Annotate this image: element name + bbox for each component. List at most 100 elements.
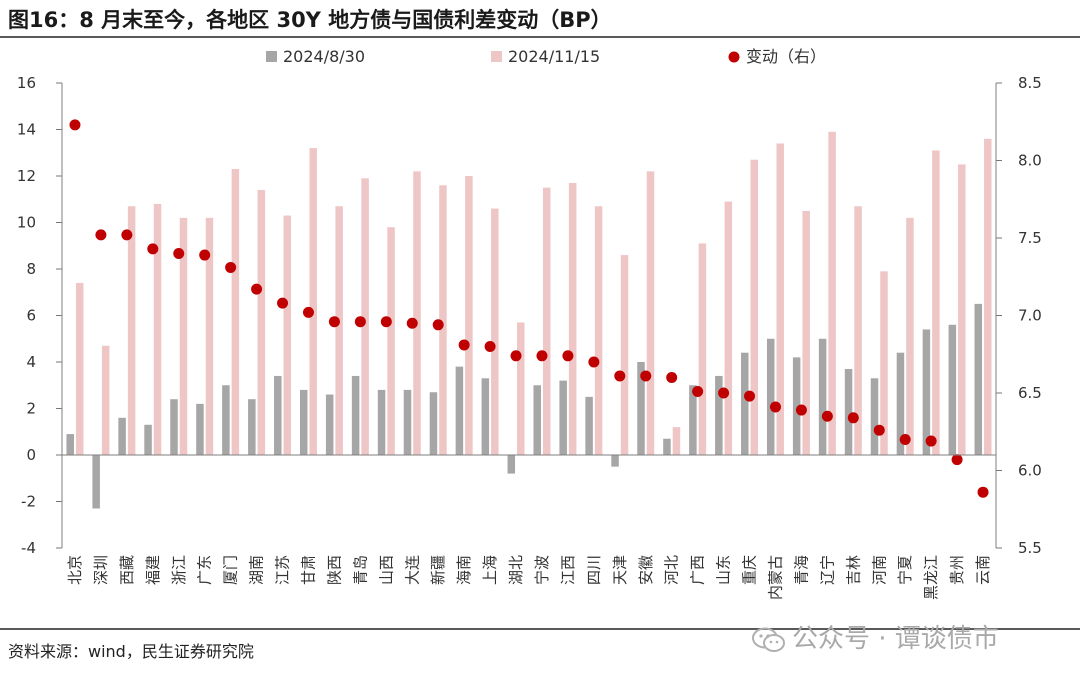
bar-2024-8-30 xyxy=(533,385,541,455)
bar-2024-11-15 xyxy=(880,271,888,455)
bar-2024-11-15 xyxy=(802,210,810,455)
bar-2024-11-15 xyxy=(127,206,136,455)
bar-2024-8-30 xyxy=(948,324,957,455)
left-y-axis: -4 -2 0 2 4 6 8 10 12 14 16 xyxy=(17,74,62,557)
bar-2024-8-30 xyxy=(585,396,593,455)
series-2024-11-15-bars xyxy=(75,131,992,456)
category-label: 大连 xyxy=(403,555,421,585)
bar-2024-8-30 xyxy=(611,455,619,467)
legend-swatch-2024-8-30 xyxy=(266,51,277,62)
change-point xyxy=(328,316,340,328)
plot-frame xyxy=(61,83,997,548)
change-point xyxy=(354,316,366,328)
bar-2024-11-15 xyxy=(465,176,473,455)
bar-2024-8-30 xyxy=(741,352,749,455)
right-tick-label: 8.0 xyxy=(1018,152,1042,170)
change-point xyxy=(640,370,652,382)
change-point xyxy=(562,350,574,362)
change-point xyxy=(302,306,314,318)
bar-2024-11-15 xyxy=(542,187,551,455)
change-point xyxy=(925,435,937,447)
category-label: 厦门 xyxy=(222,555,240,585)
bar-2024-8-30 xyxy=(403,389,412,455)
bar-2024-8-30 xyxy=(196,403,204,455)
change-point xyxy=(121,229,133,241)
bar-2024-8-30 xyxy=(118,417,126,455)
change-point xyxy=(873,424,885,436)
bar-2024-8-30 xyxy=(637,362,645,455)
bar-2024-11-15 xyxy=(854,206,862,455)
category-label: 四川 xyxy=(585,555,603,585)
category-label: 广东 xyxy=(196,555,214,585)
category-label: 天津 xyxy=(611,555,629,585)
change-point xyxy=(614,370,626,382)
change-point xyxy=(173,248,185,259)
bar-2024-8-30 xyxy=(274,375,282,455)
change-point xyxy=(199,249,211,261)
change-point xyxy=(795,404,807,416)
change-point xyxy=(432,319,444,331)
bar-2024-8-30 xyxy=(92,455,100,509)
category-label: 宁夏 xyxy=(896,555,914,585)
bar-2024-11-15 xyxy=(361,178,369,455)
change-point xyxy=(147,243,159,255)
change-point xyxy=(977,486,989,498)
change-point xyxy=(69,119,81,131)
change-points xyxy=(69,119,989,498)
bar-2024-8-30 xyxy=(377,389,386,455)
left-tick-label: 2 xyxy=(26,400,36,418)
wechat-icon xyxy=(752,627,785,652)
bar-2024-11-15 xyxy=(958,164,966,455)
bar-2024-8-30 xyxy=(66,434,74,455)
category-label: 重庆 xyxy=(741,555,759,585)
source-note: 资料来源：wind，民生证券研究院 xyxy=(8,642,254,661)
bar-2024-8-30 xyxy=(766,338,775,455)
change-point xyxy=(666,372,678,383)
left-tick-label: 6 xyxy=(26,307,36,325)
bar-2024-11-15 xyxy=(231,169,240,455)
bar-2024-11-15 xyxy=(750,159,759,455)
bar-2024-8-30 xyxy=(870,378,879,455)
bar-2024-8-30 xyxy=(455,366,464,455)
series-2024-8-30-bars xyxy=(66,303,983,509)
bar-2024-11-15 xyxy=(335,206,343,455)
bar-2024-8-30 xyxy=(248,399,256,455)
bar-2024-11-15 xyxy=(776,143,784,455)
watermark-text: 公众号 · 谭谈债市 xyxy=(792,624,999,654)
category-label: 江苏 xyxy=(274,555,292,585)
bar-2024-11-15 xyxy=(153,203,162,455)
bar-2024-8-30 xyxy=(481,378,490,455)
left-tick-label: 4 xyxy=(26,353,36,371)
right-tick-label: 6.0 xyxy=(1018,462,1042,480)
change-point xyxy=(406,317,418,329)
bar-2024-8-30 xyxy=(144,424,152,455)
bar-2024-11-15 xyxy=(646,171,655,455)
change-point xyxy=(847,412,859,424)
change-point xyxy=(225,261,237,273)
bar-2024-11-15 xyxy=(439,185,447,456)
x-axis: 北京 深圳 西藏 福建 浙江 广东 厦门 湖南 江苏 甘肃 陕西 青岛 山西 大连 新疆 海南 上海 湖北 宁波 江西… xyxy=(62,454,996,600)
category-label: 甘肃 xyxy=(299,555,317,585)
change-point xyxy=(692,385,704,397)
bar-2024-11-15 xyxy=(724,201,733,455)
change-point xyxy=(484,341,496,352)
category-label: 宁波 xyxy=(533,555,551,585)
bottom-rule xyxy=(0,628,1080,630)
bar-2024-8-30 xyxy=(507,455,516,474)
change-point xyxy=(769,401,781,413)
bar-2024-8-30 xyxy=(299,389,308,455)
bar-2024-11-15 xyxy=(698,243,707,455)
bar-2024-8-30 xyxy=(844,368,853,455)
category-label: 福建 xyxy=(144,555,162,585)
change-point xyxy=(380,316,392,328)
bar-2024-11-15 xyxy=(491,208,499,455)
left-tick-label: 16 xyxy=(17,74,36,92)
left-tick-label: -4 xyxy=(21,539,36,557)
legend-label-change: 变动（右） xyxy=(746,47,826,66)
bar-2024-8-30 xyxy=(325,394,334,455)
bar-2024-11-15 xyxy=(906,217,914,455)
bar-2024-11-15 xyxy=(517,322,525,455)
change-point xyxy=(718,387,730,399)
bar-2024-11-15 xyxy=(594,206,603,455)
category-label: 山东 xyxy=(715,555,733,585)
